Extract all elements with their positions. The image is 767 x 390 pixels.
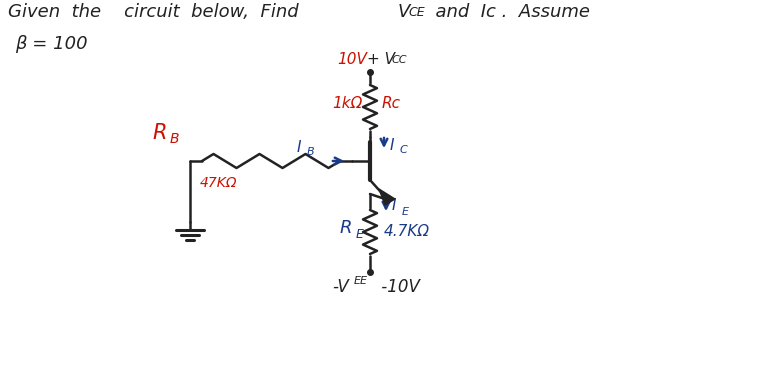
Text: V: V xyxy=(398,3,410,21)
Text: E: E xyxy=(356,227,364,241)
Text: B: B xyxy=(307,147,314,157)
Text: Given  the    circuit  below,  Find: Given the circuit below, Find xyxy=(8,3,298,21)
Text: CE: CE xyxy=(408,6,425,19)
Text: I: I xyxy=(392,199,397,213)
Polygon shape xyxy=(379,189,395,205)
Text: I: I xyxy=(390,138,394,152)
Text: and  Ic .  Assume: and Ic . Assume xyxy=(424,3,590,21)
Text: I: I xyxy=(297,140,301,154)
Text: β = 100: β = 100 xyxy=(15,35,87,53)
Text: + V: + V xyxy=(367,52,395,67)
Text: R: R xyxy=(152,123,166,143)
Text: C: C xyxy=(400,145,408,155)
Text: 47KΩ: 47KΩ xyxy=(200,176,238,190)
Text: CC: CC xyxy=(392,55,407,65)
Text: 4.7KΩ: 4.7KΩ xyxy=(384,225,430,239)
Text: Rc: Rc xyxy=(382,96,401,110)
Text: 10V: 10V xyxy=(337,52,367,67)
Text: -10V: -10V xyxy=(376,278,420,296)
Text: EE: EE xyxy=(354,276,368,286)
Text: 1kΩ: 1kΩ xyxy=(332,96,362,110)
Text: -V: -V xyxy=(332,278,349,296)
Text: B: B xyxy=(170,132,179,146)
Text: R: R xyxy=(340,219,353,237)
Text: E: E xyxy=(402,207,409,217)
